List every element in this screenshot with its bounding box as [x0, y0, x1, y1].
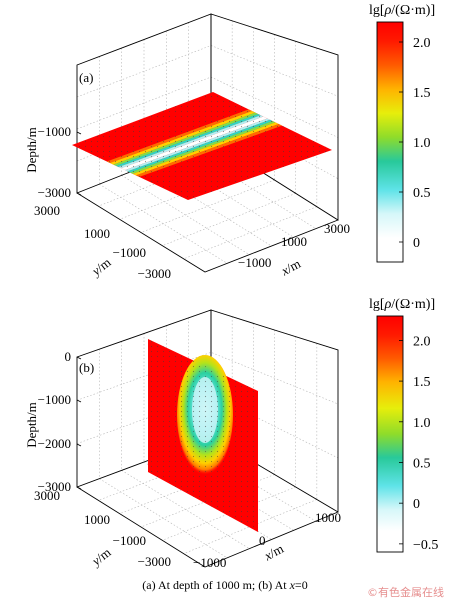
z-tick-label: −3000 — [38, 185, 71, 200]
gridline — [76, 45, 339, 98]
gridline — [98, 153, 233, 207]
surface-mesh — [148, 339, 258, 532]
gridline — [140, 474, 275, 528]
colorbar-b: 2.0 1.5 1.0 0.5 0 −0.5 lg[ρ/(Ω·m)] — [369, 297, 438, 553]
colorbar-tick-label: 2.0 — [413, 334, 431, 349]
gridline — [119, 461, 254, 514]
x-tick-label: 1000 — [281, 234, 307, 249]
gridline — [119, 166, 254, 220]
z-tick-label: 0 — [65, 349, 72, 364]
surface-mesh — [72, 92, 332, 200]
z-axis-label: Depth/m — [24, 127, 39, 173]
y-tick-label: 3000 — [34, 488, 60, 503]
figure-caption: (a) At depth of 1000 m; (b) At x=0 — [0, 578, 450, 593]
x-tick-label: 3000 — [324, 221, 350, 236]
z-tick — [76, 486, 82, 490]
z-tick — [76, 131, 82, 135]
y-tick-label: −3000 — [138, 266, 171, 281]
gridline — [76, 309, 339, 358]
gridline — [162, 193, 296, 246]
panel-label: (a) — [79, 70, 93, 85]
gridline — [121, 175, 250, 255]
z-tick-label: −1000 — [38, 124, 71, 139]
y-tick-label: 1000 — [84, 226, 110, 241]
ticks-b: 0−1000−2000−3000Depth/m30001000−1000−300… — [24, 349, 341, 570]
axes-floor-edge — [76, 192, 339, 273]
gridline — [183, 206, 317, 260]
colorbar-tick-label: −0.5 — [413, 538, 438, 553]
colorbar-tick-label: 1.0 — [413, 416, 431, 431]
gridline — [98, 449, 233, 501]
z-tick-label: −1000 — [38, 392, 71, 407]
panel-label: (b) — [79, 360, 94, 375]
z-tick — [76, 443, 82, 447]
watermark: ©有色金属在线 — [367, 586, 444, 599]
y-tick-label: 3000 — [34, 203, 60, 218]
z-tick — [76, 399, 82, 403]
colorbar-title: lg[ρ/(Ω·m)] — [369, 3, 435, 18]
y-tick-label: −1000 — [113, 533, 146, 548]
colorbar-tick-label: 0.5 — [413, 186, 431, 201]
z-tick-label: −2000 — [38, 436, 71, 451]
x-tick-label: 0 — [259, 533, 266, 548]
colorbar-gradient — [376, 315, 404, 553]
surface-b — [148, 339, 258, 532]
gridline — [162, 486, 296, 541]
colorbar-tick-label: 0 — [413, 497, 420, 512]
colorbar-tick-label: 1.5 — [413, 375, 431, 390]
surface-a — [72, 92, 332, 200]
z-tick — [76, 192, 82, 196]
colorbar-tick-label: 1.0 — [413, 136, 431, 151]
y-axis-label: y/m — [87, 255, 113, 280]
x-tick-label: −1000 — [238, 255, 271, 270]
y-tick-label: −3000 — [138, 554, 171, 569]
x-tick-label: 1000 — [315, 510, 341, 525]
colorbar-title: lg[ρ/(Ω·m)] — [369, 297, 435, 312]
colorbar-tick-label: 0.5 — [413, 456, 431, 471]
colorbar-a: 2.0 1.5 1.0 0.5 0 lg[ρ/(Ω·m)] — [369, 3, 435, 263]
gridline — [140, 179, 275, 233]
colorbar-tick-label: 0 — [413, 236, 420, 251]
gridline — [183, 499, 317, 554]
y-tick-label: 1000 — [84, 512, 110, 527]
axes-floor-edge — [76, 486, 339, 568]
colorbar-tick-label: 2.0 — [413, 36, 431, 51]
y-tick-label: −1000 — [113, 245, 146, 260]
gridline — [76, 13, 339, 66]
z-tick — [76, 356, 82, 360]
ticks-a: −1000−3000Depth/m30001000−1000−3000−1000… — [24, 70, 350, 281]
z-tick-label: −3000 — [38, 479, 71, 494]
y-axis-label: y/m — [87, 545, 113, 570]
caption-text-after: =0 — [294, 578, 308, 592]
colorbar-tick-label: 1.5 — [413, 86, 431, 101]
caption-text-before: (a) At depth of 1000 m; (b) At — [142, 578, 290, 592]
caption-italic: x — [289, 578, 295, 592]
colorbar-gradient — [376, 21, 404, 263]
z-axis-label: Depth/m — [24, 402, 39, 448]
x-tick-label: −1000 — [193, 555, 226, 570]
x-axis-label: x/m — [278, 256, 303, 279]
